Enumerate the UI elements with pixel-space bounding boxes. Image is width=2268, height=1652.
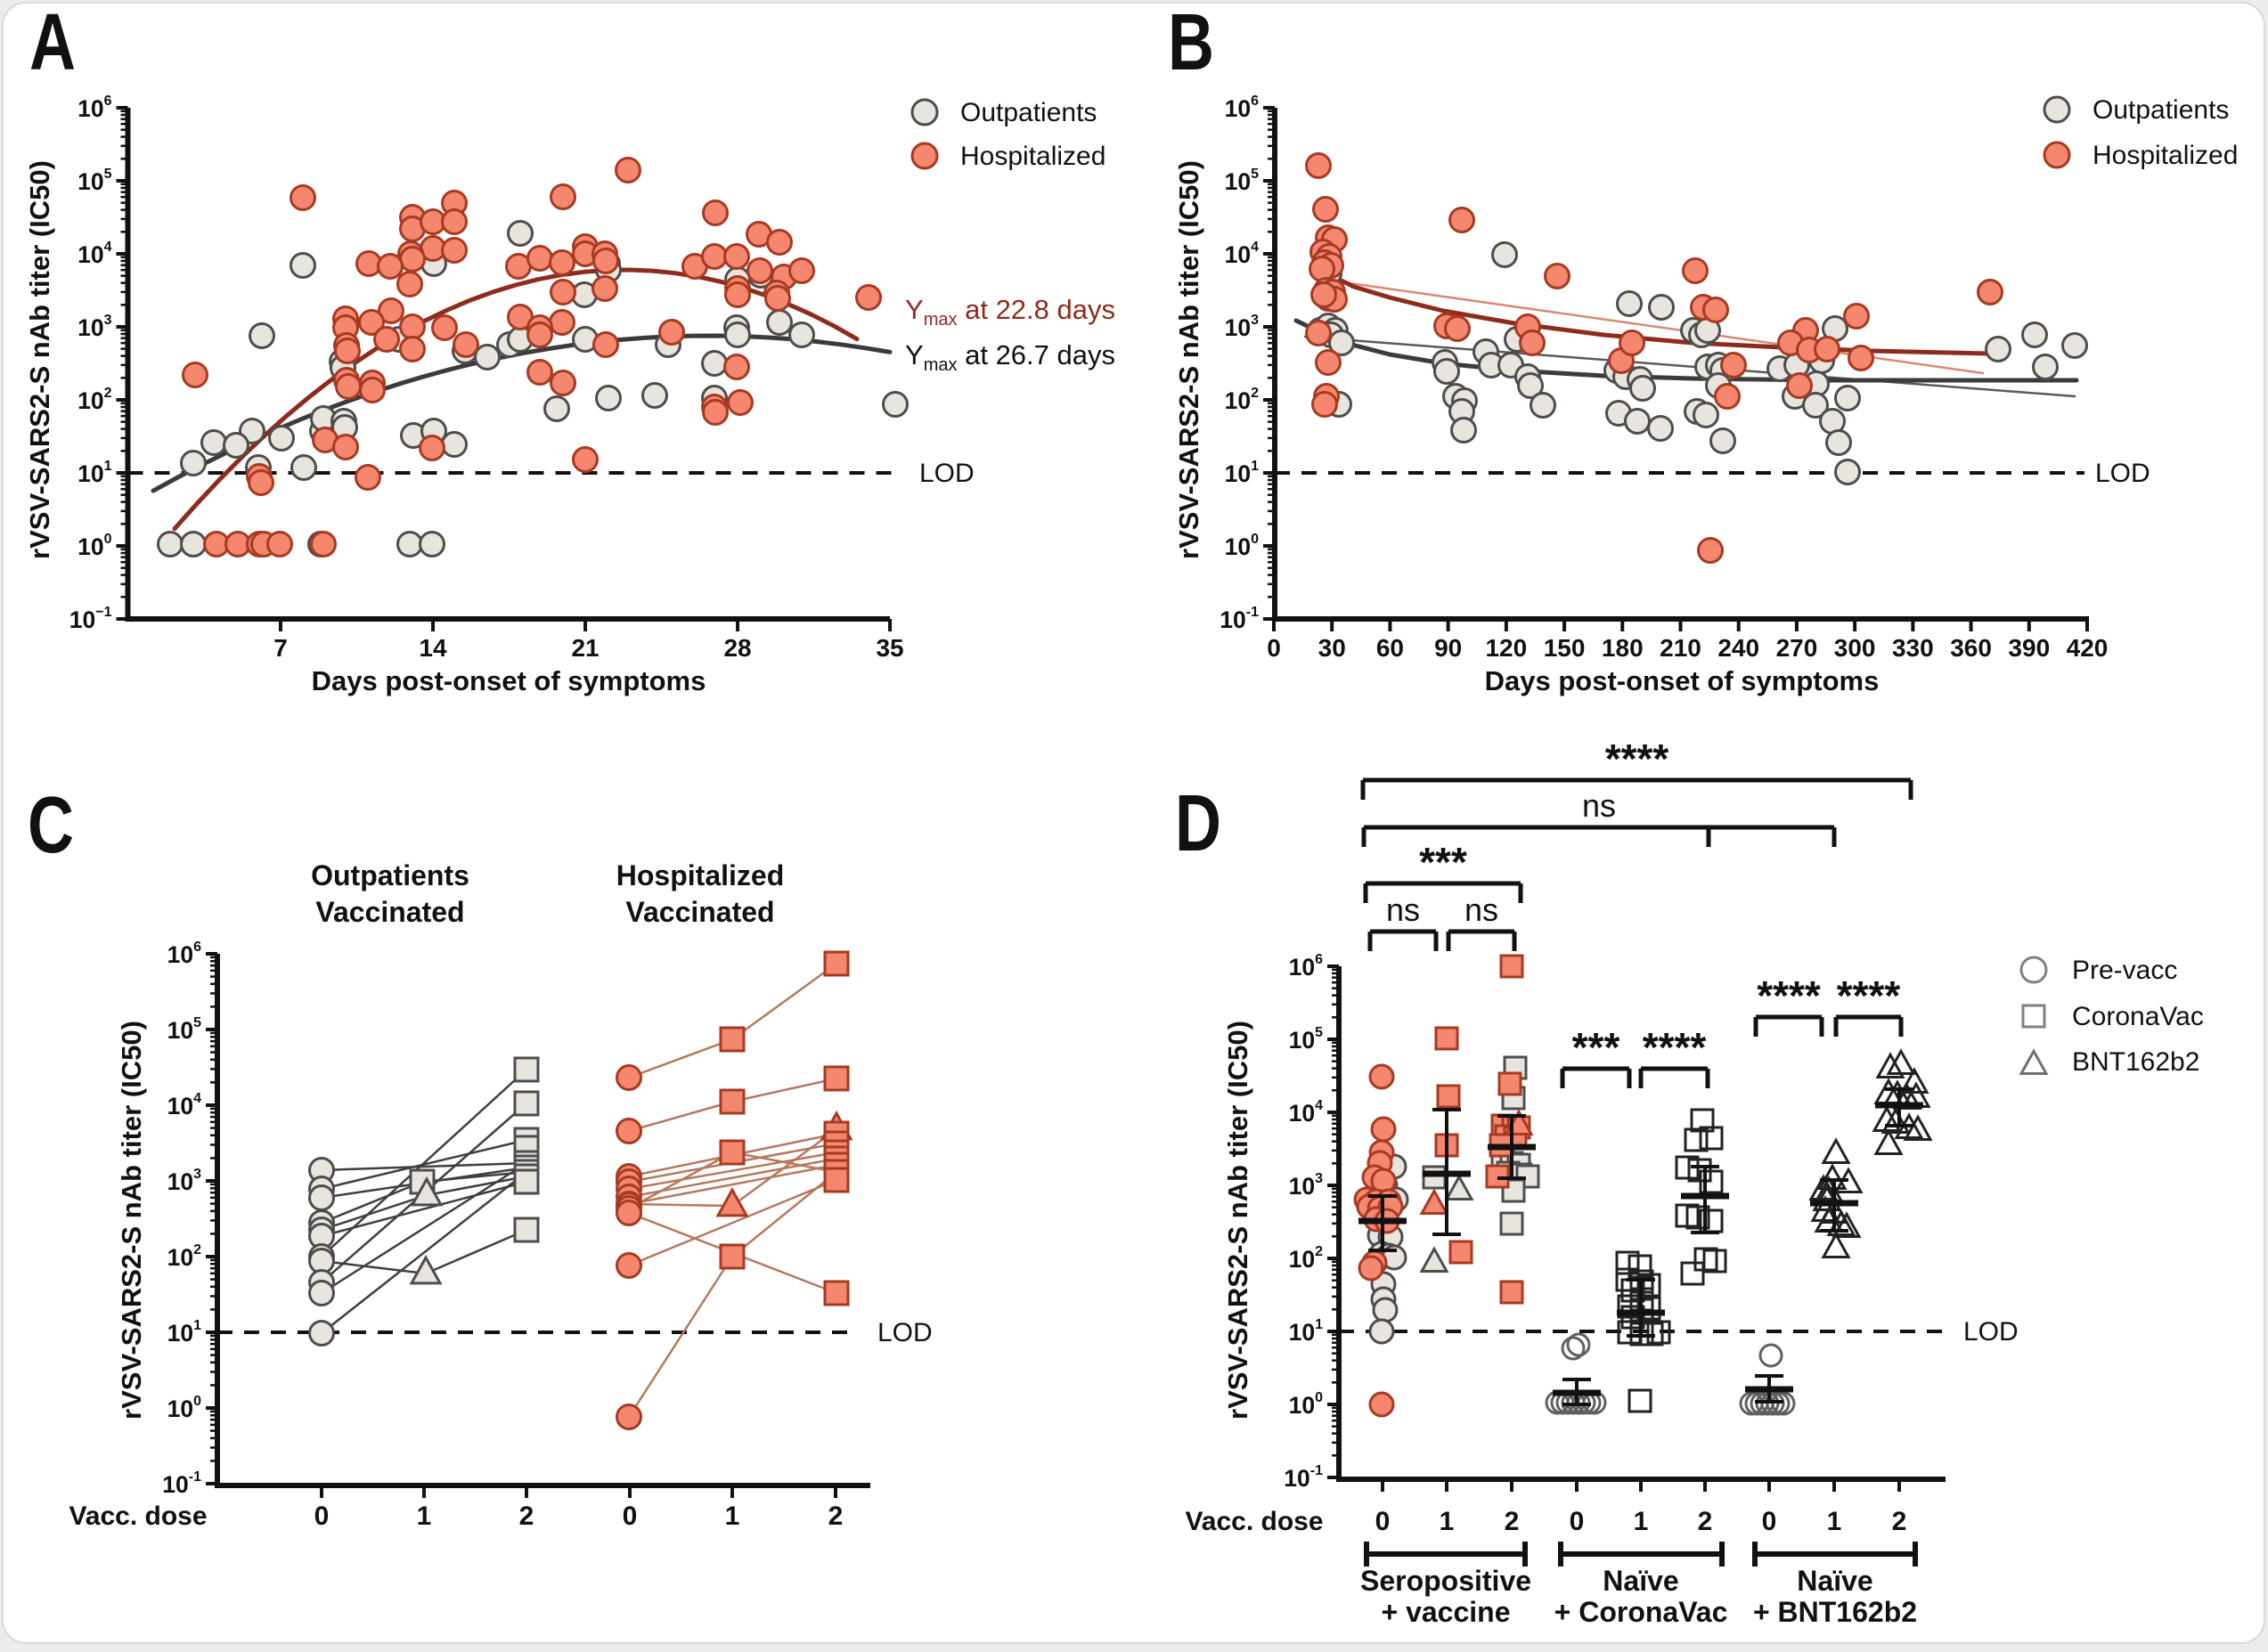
svg-text:2: 2 bbox=[828, 1501, 844, 1531]
svg-text:360: 360 bbox=[1950, 634, 1992, 662]
svg-text:1: 1 bbox=[417, 1501, 432, 1531]
svg-text:ns: ns bbox=[1582, 787, 1616, 824]
svg-text:1: 1 bbox=[725, 1501, 740, 1531]
svg-text:Vacc. dose: Vacc. dose bbox=[1185, 1507, 1323, 1536]
svg-text:+ CoronaVac: + CoronaVac bbox=[1554, 1596, 1728, 1628]
svg-text:7: 7 bbox=[273, 634, 288, 662]
svg-text:14: 14 bbox=[419, 634, 447, 662]
svg-text:rVSV-SARS2-S nAb titer (IC50): rVSV-SARS2-S nAb titer (IC50) bbox=[1222, 1021, 1253, 1420]
svg-text:Seropositive: Seropositive bbox=[1360, 1565, 1531, 1597]
svg-text:1: 1 bbox=[1440, 1507, 1455, 1536]
svg-text:ns: ns bbox=[1464, 891, 1498, 928]
svg-text:330: 330 bbox=[1892, 634, 1934, 662]
svg-text:0: 0 bbox=[1762, 1507, 1777, 1536]
svg-text:Hospitalized: Hospitalized bbox=[616, 859, 784, 891]
svg-text:CoronaVac: CoronaVac bbox=[2072, 1002, 2204, 1031]
svg-text:***: *** bbox=[1419, 839, 1467, 885]
svg-text:10−1: 10−1 bbox=[69, 605, 112, 633]
svg-text:101: 101 bbox=[1289, 1317, 1323, 1346]
svg-text:Days post-onset of symptoms: Days post-onset of symptoms bbox=[312, 665, 706, 696]
svg-text:Ymax at 26.7 days: Ymax at 26.7 days bbox=[905, 339, 1115, 375]
svg-text:****: **** bbox=[1643, 1024, 1707, 1070]
svg-text:Vacc. dose: Vacc. dose bbox=[69, 1501, 207, 1531]
svg-text:LOD: LOD bbox=[2095, 459, 2150, 488]
svg-text:Naïve: Naïve bbox=[1603, 1565, 1678, 1597]
svg-text:105: 105 bbox=[1289, 1025, 1323, 1054]
svg-text:B: B bbox=[1168, 0, 1214, 87]
svg-text:Hospitalized: Hospitalized bbox=[960, 142, 1105, 171]
svg-text:0: 0 bbox=[1375, 1507, 1391, 1536]
svg-text:BNT162b2: BNT162b2 bbox=[2072, 1047, 2199, 1077]
svg-text:28: 28 bbox=[723, 634, 751, 662]
svg-text:A: A bbox=[29, 0, 76, 87]
svg-text:420: 420 bbox=[2067, 634, 2109, 662]
svg-text:2: 2 bbox=[519, 1501, 534, 1531]
svg-text:240: 240 bbox=[1717, 634, 1759, 662]
svg-text:150: 150 bbox=[1544, 634, 1586, 662]
svg-text:104: 104 bbox=[1289, 1098, 1323, 1127]
svg-text:10-1: 10-1 bbox=[1284, 1463, 1323, 1492]
svg-text:180: 180 bbox=[1602, 634, 1644, 662]
svg-text:Hospitalized: Hospitalized bbox=[2093, 141, 2238, 170]
svg-text:2: 2 bbox=[1505, 1507, 1520, 1536]
svg-text:390: 390 bbox=[2008, 634, 2050, 662]
svg-text:90: 90 bbox=[1434, 634, 1462, 662]
svg-text:***: *** bbox=[1572, 1024, 1620, 1070]
svg-text:ns: ns bbox=[1386, 891, 1420, 928]
svg-text:35: 35 bbox=[876, 634, 903, 662]
svg-text:+ vaccine: + vaccine bbox=[1382, 1596, 1511, 1628]
svg-text:C: C bbox=[28, 781, 74, 870]
svg-text:rVSV-SARS2-S nAb titer (IC50): rVSV-SARS2-S nAb titer (IC50) bbox=[1173, 160, 1204, 559]
svg-text:60: 60 bbox=[1376, 634, 1404, 662]
svg-text:2: 2 bbox=[1892, 1507, 1907, 1536]
svg-text:Outpatients: Outpatients bbox=[960, 98, 1097, 127]
svg-text:****: **** bbox=[1605, 736, 1669, 782]
svg-text:LOD: LOD bbox=[877, 1318, 933, 1347]
svg-text:rVSV-SARS2-S nAb titer (IC50): rVSV-SARS2-S nAb titer (IC50) bbox=[116, 1021, 147, 1420]
svg-text:Outpatients: Outpatients bbox=[2093, 95, 2229, 125]
svg-text:Days post-onset of symptoms: Days post-onset of symptoms bbox=[1485, 665, 1880, 696]
svg-text:LOD: LOD bbox=[1963, 1317, 2019, 1347]
svg-text:rVSV-SARS2-S nAb titer (IC50): rVSV-SARS2-S nAb titer (IC50) bbox=[24, 160, 55, 559]
svg-text:1: 1 bbox=[1827, 1507, 1842, 1536]
svg-text:210: 210 bbox=[1660, 634, 1701, 662]
svg-text:270: 270 bbox=[1776, 634, 1818, 662]
svg-text:LOD: LOD bbox=[919, 459, 975, 488]
svg-text:****: **** bbox=[1837, 972, 1901, 1019]
svg-text:1: 1 bbox=[1634, 1507, 1649, 1536]
svg-text:Outpatients: Outpatients bbox=[311, 859, 469, 891]
svg-text:120: 120 bbox=[1485, 634, 1527, 662]
svg-text:Vaccinated: Vaccinated bbox=[315, 896, 464, 928]
svg-text:Pre-vacc: Pre-vacc bbox=[2072, 956, 2177, 985]
svg-text:21: 21 bbox=[571, 634, 599, 662]
svg-text:0: 0 bbox=[623, 1501, 638, 1531]
svg-text:30: 30 bbox=[1318, 634, 1346, 662]
svg-text:0: 0 bbox=[1267, 634, 1281, 662]
svg-text:2: 2 bbox=[1698, 1507, 1713, 1536]
svg-text:0: 0 bbox=[1570, 1507, 1585, 1536]
svg-text:****: **** bbox=[1757, 972, 1821, 1019]
svg-text:Vaccinated: Vaccinated bbox=[625, 896, 774, 928]
svg-text:103: 103 bbox=[78, 313, 111, 341]
svg-text:D: D bbox=[1175, 779, 1221, 868]
svg-text:300: 300 bbox=[1834, 634, 1876, 662]
svg-text:+ BNT162b2: + BNT162b2 bbox=[1753, 1596, 1917, 1628]
svg-text:Naïve: Naïve bbox=[1797, 1565, 1872, 1597]
svg-text:0: 0 bbox=[314, 1501, 330, 1531]
